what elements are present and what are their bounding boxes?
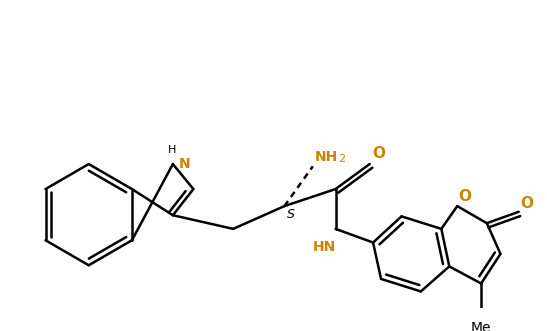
Text: 2: 2 [338, 154, 345, 164]
Text: O: O [372, 146, 385, 161]
Text: O: O [520, 196, 533, 211]
Text: S: S [287, 209, 294, 221]
Text: Me: Me [471, 321, 491, 331]
Text: H: H [167, 145, 176, 155]
Text: NH: NH [315, 150, 339, 164]
Text: O: O [458, 189, 472, 204]
Text: HN: HN [313, 240, 336, 254]
Text: N: N [178, 157, 190, 171]
